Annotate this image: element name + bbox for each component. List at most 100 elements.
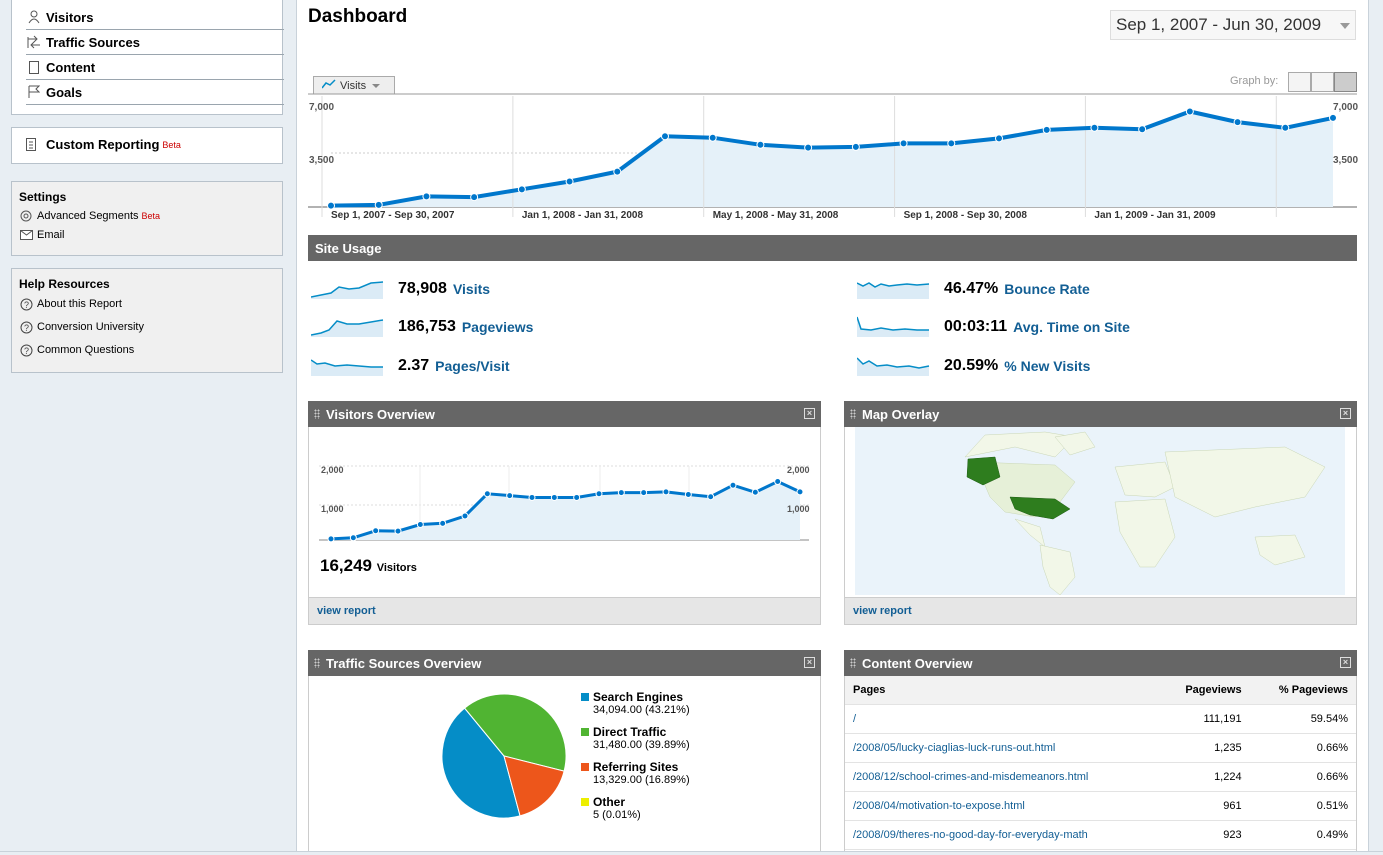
pie-slice [503, 755, 565, 817]
visits-point [947, 139, 956, 148]
metric-value: 46.47% [944, 280, 999, 297]
metric-value: 2.37 [398, 357, 430, 374]
nav-item-content[interactable]: Content [26, 55, 284, 80]
pie-slice [463, 693, 567, 772]
drag-handle-icon[interactable] [850, 658, 856, 668]
visits-point [708, 133, 717, 142]
page-link[interactable]: /2008/09/theres-no-good-day-for-everyday… [845, 820, 1160, 850]
x-tick-label: Jan 1, 2008 - Jan 31, 2008 [522, 210, 644, 221]
col-pages[interactable]: Pages [845, 676, 1160, 705]
page-link[interactable]: /2008/12/school-crimes-and-misdemeanors.… [845, 762, 1160, 792]
beta-badge: Beta [141, 211, 161, 221]
drag-handle-icon[interactable] [314, 409, 320, 419]
col-pageviews[interactable]: Pageviews [1159, 676, 1250, 705]
chevron-down-icon [1340, 23, 1350, 29]
map-view-report[interactable]: view report [844, 597, 1357, 625]
visitors-point [439, 519, 447, 527]
graph-by-day-button[interactable] [1288, 72, 1311, 92]
nav-item-traffic-sources[interactable]: Traffic Sources [26, 30, 284, 55]
page-link[interactable]: / [845, 704, 1160, 734]
y-tick-label: 3,500 [1333, 155, 1358, 166]
close-icon[interactable]: × [804, 657, 815, 668]
help-icon: ? [19, 343, 33, 357]
visits-point [1138, 125, 1147, 134]
content-overview-body: Pages Pageviews % Pageviews /111,191 59.5… [844, 676, 1357, 852]
custom-reporting-box[interactable]: Custom Reporting Beta [11, 127, 283, 164]
svg-text:?: ? [24, 300, 29, 310]
legend-swatch [581, 763, 589, 771]
metric-value: 20.59% [944, 357, 999, 374]
date-range-picker[interactable]: Sep 1, 2007 - Jun 30, 2009 [1110, 10, 1356, 40]
legend-name: Search Engines [593, 690, 684, 704]
visits-point [1042, 125, 1051, 134]
x-tick-label: Sep 1, 2007 - Sep 30, 2007 [331, 210, 455, 221]
nav-item-goals[interactable]: Goals [26, 80, 284, 105]
visits-point [804, 143, 813, 152]
pie-slice [441, 707, 521, 819]
metric-pages-visit: 2.37 Pages/Visit [398, 357, 510, 375]
page-title: Dashboard [308, 6, 408, 27]
traffic-pie-chart [441, 693, 567, 819]
metric-link[interactable]: % New Visits [1004, 358, 1091, 374]
table-row: /111,191 59.54% [845, 704, 1356, 734]
visitors-point [416, 520, 424, 528]
advanced-segments-link[interactable]: Advanced Segments Beta [19, 209, 160, 223]
help-label: Common Questions [37, 344, 135, 356]
visits-point [470, 193, 479, 202]
metric-value: 186,753 [398, 318, 456, 335]
graph-by-week-button[interactable] [1311, 72, 1334, 92]
close-icon[interactable]: × [804, 408, 815, 419]
world-map[interactable] [855, 427, 1345, 595]
drag-handle-icon[interactable] [314, 658, 320, 668]
conversion-university-link[interactable]: ? Conversion University [19, 320, 144, 334]
close-icon[interactable]: × [1340, 657, 1351, 668]
visitors-view-report[interactable]: view report [308, 597, 821, 625]
visitors-point [573, 493, 581, 501]
metric-label: Visits [340, 79, 367, 92]
date-range-text: Sep 1, 2007 - Jun 30, 2009 [1116, 15, 1322, 34]
line-chart-icon [321, 79, 336, 92]
page-link[interactable]: /2008/05/lucky-ciaglias-luck-runs-out.ht… [845, 733, 1160, 763]
view-report-link[interactable]: view report [853, 605, 912, 617]
content-overview-header[interactable]: Content Overview × [844, 650, 1357, 676]
nav-item-visitors[interactable]: Visitors [26, 5, 284, 30]
metric-link[interactable]: Avg. Time on Site [1013, 319, 1130, 335]
pie-legend: Search Engines 34,094.00 (43.21%) Direct T… [581, 690, 690, 830]
metric-link[interactable]: Bounce Rate [1004, 281, 1090, 297]
metric-selector[interactable]: Visits [313, 76, 395, 94]
visits-point [327, 201, 335, 210]
site-usage-header: Site Usage [308, 235, 1357, 261]
traffic-sources-header[interactable]: Traffic Sources Overview × [308, 650, 821, 676]
visits-point [1281, 123, 1290, 132]
legend-swatch [581, 798, 589, 806]
svg-text:?: ? [24, 346, 29, 356]
pct-pageviews-cell: 0.51% [1249, 791, 1356, 821]
visitors-point [506, 492, 514, 500]
email-link[interactable]: Email [19, 228, 65, 242]
drag-handle-icon[interactable] [850, 409, 856, 419]
map-overlay-body [844, 427, 1357, 598]
about-report-link[interactable]: ? About this Report [19, 297, 122, 311]
map-overlay-header[interactable]: Map Overlay × [844, 401, 1357, 427]
visits-point [756, 140, 765, 149]
metric-link[interactable]: Pages/Visit [435, 358, 510, 374]
common-questions-link[interactable]: ? Common Questions [19, 343, 134, 357]
content-table: Pages Pageviews % Pageviews /111,191 59.5… [845, 676, 1356, 850]
visits-point [899, 139, 908, 148]
sidebar: Visitors Traffic Sources Content Goals C… [0, 0, 297, 854]
close-icon[interactable]: × [1340, 408, 1351, 419]
graph-by-month-button[interactable] [1334, 72, 1357, 92]
metric-link[interactable]: Visits [452, 281, 491, 297]
col-pct-pageviews[interactable]: % Pageviews [1249, 676, 1356, 705]
visits-point [1329, 113, 1337, 122]
panel-title: Traffic Sources Overview [326, 655, 482, 671]
visitors-overview-header[interactable]: Visitors Overview × [308, 401, 821, 427]
help-title: Help Resources [19, 277, 110, 291]
view-report-link[interactable]: view report [317, 605, 376, 617]
metric-link[interactable]: Pageviews [461, 319, 534, 335]
arrows-icon [26, 34, 42, 50]
visitors-point [617, 489, 625, 497]
page-link[interactable]: /2008/04/motivation-to-expose.html [845, 791, 1160, 821]
custom-reporting-link[interactable]: Custom Reporting [46, 137, 160, 152]
visits-sparkline [311, 281, 384, 299]
